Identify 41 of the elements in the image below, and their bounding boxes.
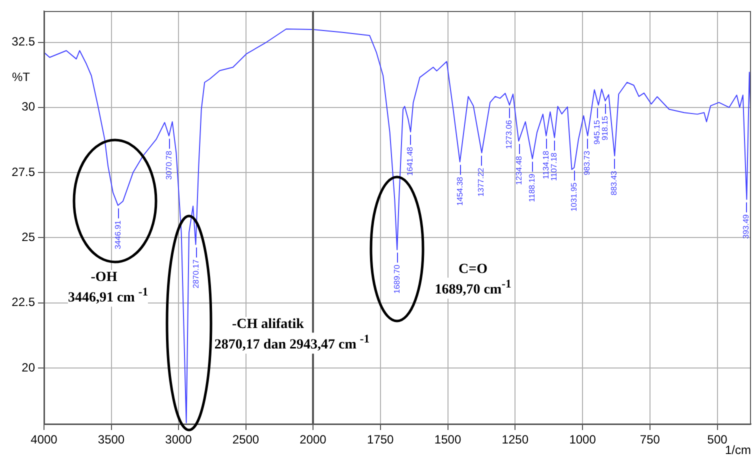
annotation: -CH alifatik (232, 317, 304, 333)
annotation: 3446.91 (114, 220, 123, 250)
annotation: 1134.18 (542, 150, 551, 180)
x-tick-label: 4000 (30, 432, 58, 447)
x-tick-label: 2500 (232, 432, 260, 447)
x-tick-label: 1000 (569, 432, 596, 447)
x-tick-label: 1750 (367, 432, 394, 447)
annotation: 1273.06 (504, 120, 514, 149)
y-axis-title: %T (12, 70, 30, 84)
annotation: 3446,91 cm $^{-1}$ (68, 286, 148, 306)
annotation: 883.43 (610, 170, 619, 196)
annotation: 3070.78 (164, 150, 174, 180)
x-tick-label: 1250 (502, 432, 529, 447)
y-tick-label: 25 (22, 230, 36, 244)
y-tick-label: 32.5 (12, 34, 36, 49)
annotation: 945.15 (592, 120, 602, 145)
annotation: 2870.17 (192, 258, 201, 288)
x-tick-label: 3000 (165, 432, 192, 447)
annotation: 2870,17 dan 2943,47 cm $^{-1}$ (214, 332, 370, 354)
annotation: 1689.70 (392, 264, 402, 294)
annotation: 1454.38 (456, 176, 465, 206)
annotation: 1234.48 (514, 155, 524, 185)
x-tick-label: 2000 (300, 432, 327, 447)
annotation: 1188.19 (528, 173, 537, 202)
annotation: 1689,70 cm$^{-1}$ (434, 278, 512, 298)
x-tick-label: 3500 (98, 432, 125, 447)
annotation: C=O (458, 262, 488, 278)
y-tick-label: 22.5 (12, 295, 36, 310)
x-tick-label: 1500 (434, 432, 462, 447)
x-tick-label: 750 (640, 432, 660, 447)
annotation: 393.49 (742, 214, 751, 239)
y-tick-label: 27.5 (12, 164, 36, 179)
annotation: 983.73 (582, 150, 592, 176)
annotation: 918.15 (600, 115, 610, 140)
annotation: 1377.22 (476, 167, 486, 197)
annotation: 1641.48 (406, 146, 415, 176)
y-tick-label: 20 (22, 360, 36, 374)
annotation: 1031.95 (570, 182, 579, 212)
annotation: -OH (90, 270, 118, 286)
y-tick-label: 30 (22, 100, 36, 114)
annotation: 1107.18 (550, 152, 559, 181)
